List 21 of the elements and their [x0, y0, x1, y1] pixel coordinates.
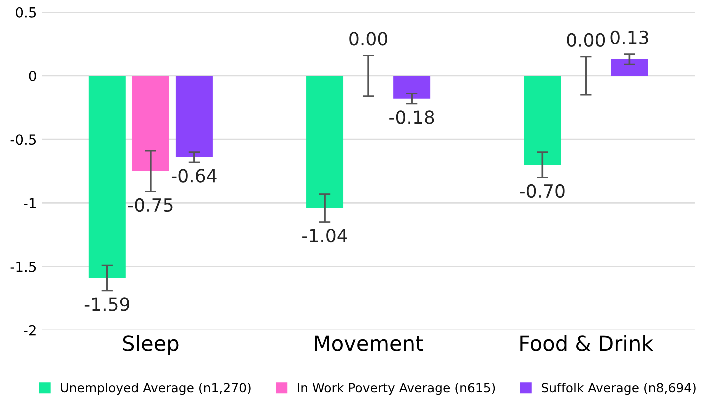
data-label: -1.59	[84, 298, 130, 312]
y-tick-label: -1.5	[10, 262, 36, 272]
data-label: -0.64	[172, 169, 217, 183]
data-label: -0.18	[390, 110, 434, 124]
data-label: 0.13	[610, 30, 648, 45]
y-tick-label: -2	[24, 325, 36, 336]
y-tick-label: -1	[24, 198, 36, 208]
legend-label: Unemployed Average (n1,270)	[61, 382, 251, 396]
data-label: -0.70	[520, 184, 565, 198]
legend-label: In Work Poverty Average (n615)	[298, 382, 496, 396]
data-label: -0.75	[128, 198, 173, 212]
x-tick-label: Sleep	[123, 335, 179, 356]
y-tick-label: 0.5	[16, 7, 36, 18]
data-label: 0.00	[567, 33, 606, 48]
y-tick-label: 0	[29, 70, 36, 82]
legend-label: Suffolk Average (n8,694)	[542, 382, 696, 396]
data-label: -1.04	[302, 228, 348, 243]
y-tick-label: -0.5	[10, 134, 36, 146]
x-tick-label: Movement	[315, 336, 424, 352]
data-label: 0.00	[350, 32, 388, 46]
x-tick-label: Food & Drink	[520, 335, 654, 352]
